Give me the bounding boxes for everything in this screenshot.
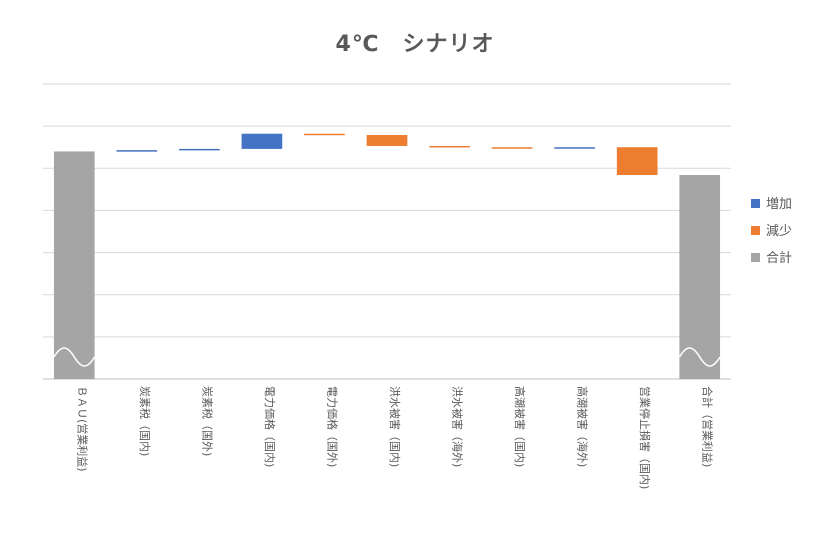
category-label: 炭素税（国外): [200, 386, 214, 456]
category-label: 炭素税（国内): [138, 386, 152, 456]
legend-swatch: [751, 253, 760, 262]
category-label: 電力価格（国内): [263, 386, 277, 467]
category-label: 高潮被害（海外): [576, 386, 590, 467]
category-label: 電力価格（国外): [325, 386, 339, 467]
category-label: 営業停止損害（国内): [638, 386, 652, 489]
category-label: 高潮被害（国内): [513, 386, 527, 467]
legend-label: 増加: [766, 197, 792, 212]
bar-5: [304, 133, 345, 136]
bar-11: [679, 175, 721, 379]
category-label: ＢＡＵ(営業利益): [75, 386, 89, 472]
bar-4: [241, 133, 283, 149]
category-label-text: 高潮被害（海外): [576, 386, 590, 467]
legend-label: 減少: [766, 223, 792, 239]
axis-break-mark: [678, 347, 721, 367]
bar-3: [179, 148, 220, 151]
bar-2: [116, 150, 158, 152]
category-label: 洪水被害（国内): [388, 386, 402, 467]
category-label-text: 炭素税（国内): [138, 386, 152, 456]
axis-break-mark: [53, 347, 96, 367]
category-label-text: 電力価格（国内): [263, 386, 277, 467]
category-label-text: 電力価格（国外): [325, 386, 339, 467]
category-label-text: 炭素税（国外): [200, 386, 214, 456]
category-label-text: 洪水被害（国内): [388, 386, 402, 467]
legend-swatch: [751, 226, 760, 235]
legend-label: 合計: [766, 250, 792, 266]
category-label: 合計（営業利益): [701, 386, 715, 467]
category-label-text: 高潮被害（国内): [513, 386, 527, 467]
legend-swatch: [751, 199, 760, 208]
bar-7: [429, 145, 470, 148]
category-label-text: 合計（営業利益): [701, 386, 715, 467]
chart-title: 4℃ シナリオ: [335, 32, 495, 57]
category-label-text: 営業停止損害（国内): [638, 386, 652, 489]
bar-10: [616, 147, 658, 176]
bar-8: [491, 147, 533, 149]
bar-6: [366, 134, 408, 146]
bar-1: [53, 151, 95, 379]
bar-9: [554, 147, 595, 149]
category-label-text: 洪水被害（海外): [451, 386, 465, 467]
category-label: 洪水被害（海外): [451, 386, 465, 467]
category-label-text: ＢＡＵ(営業利益): [75, 386, 89, 472]
